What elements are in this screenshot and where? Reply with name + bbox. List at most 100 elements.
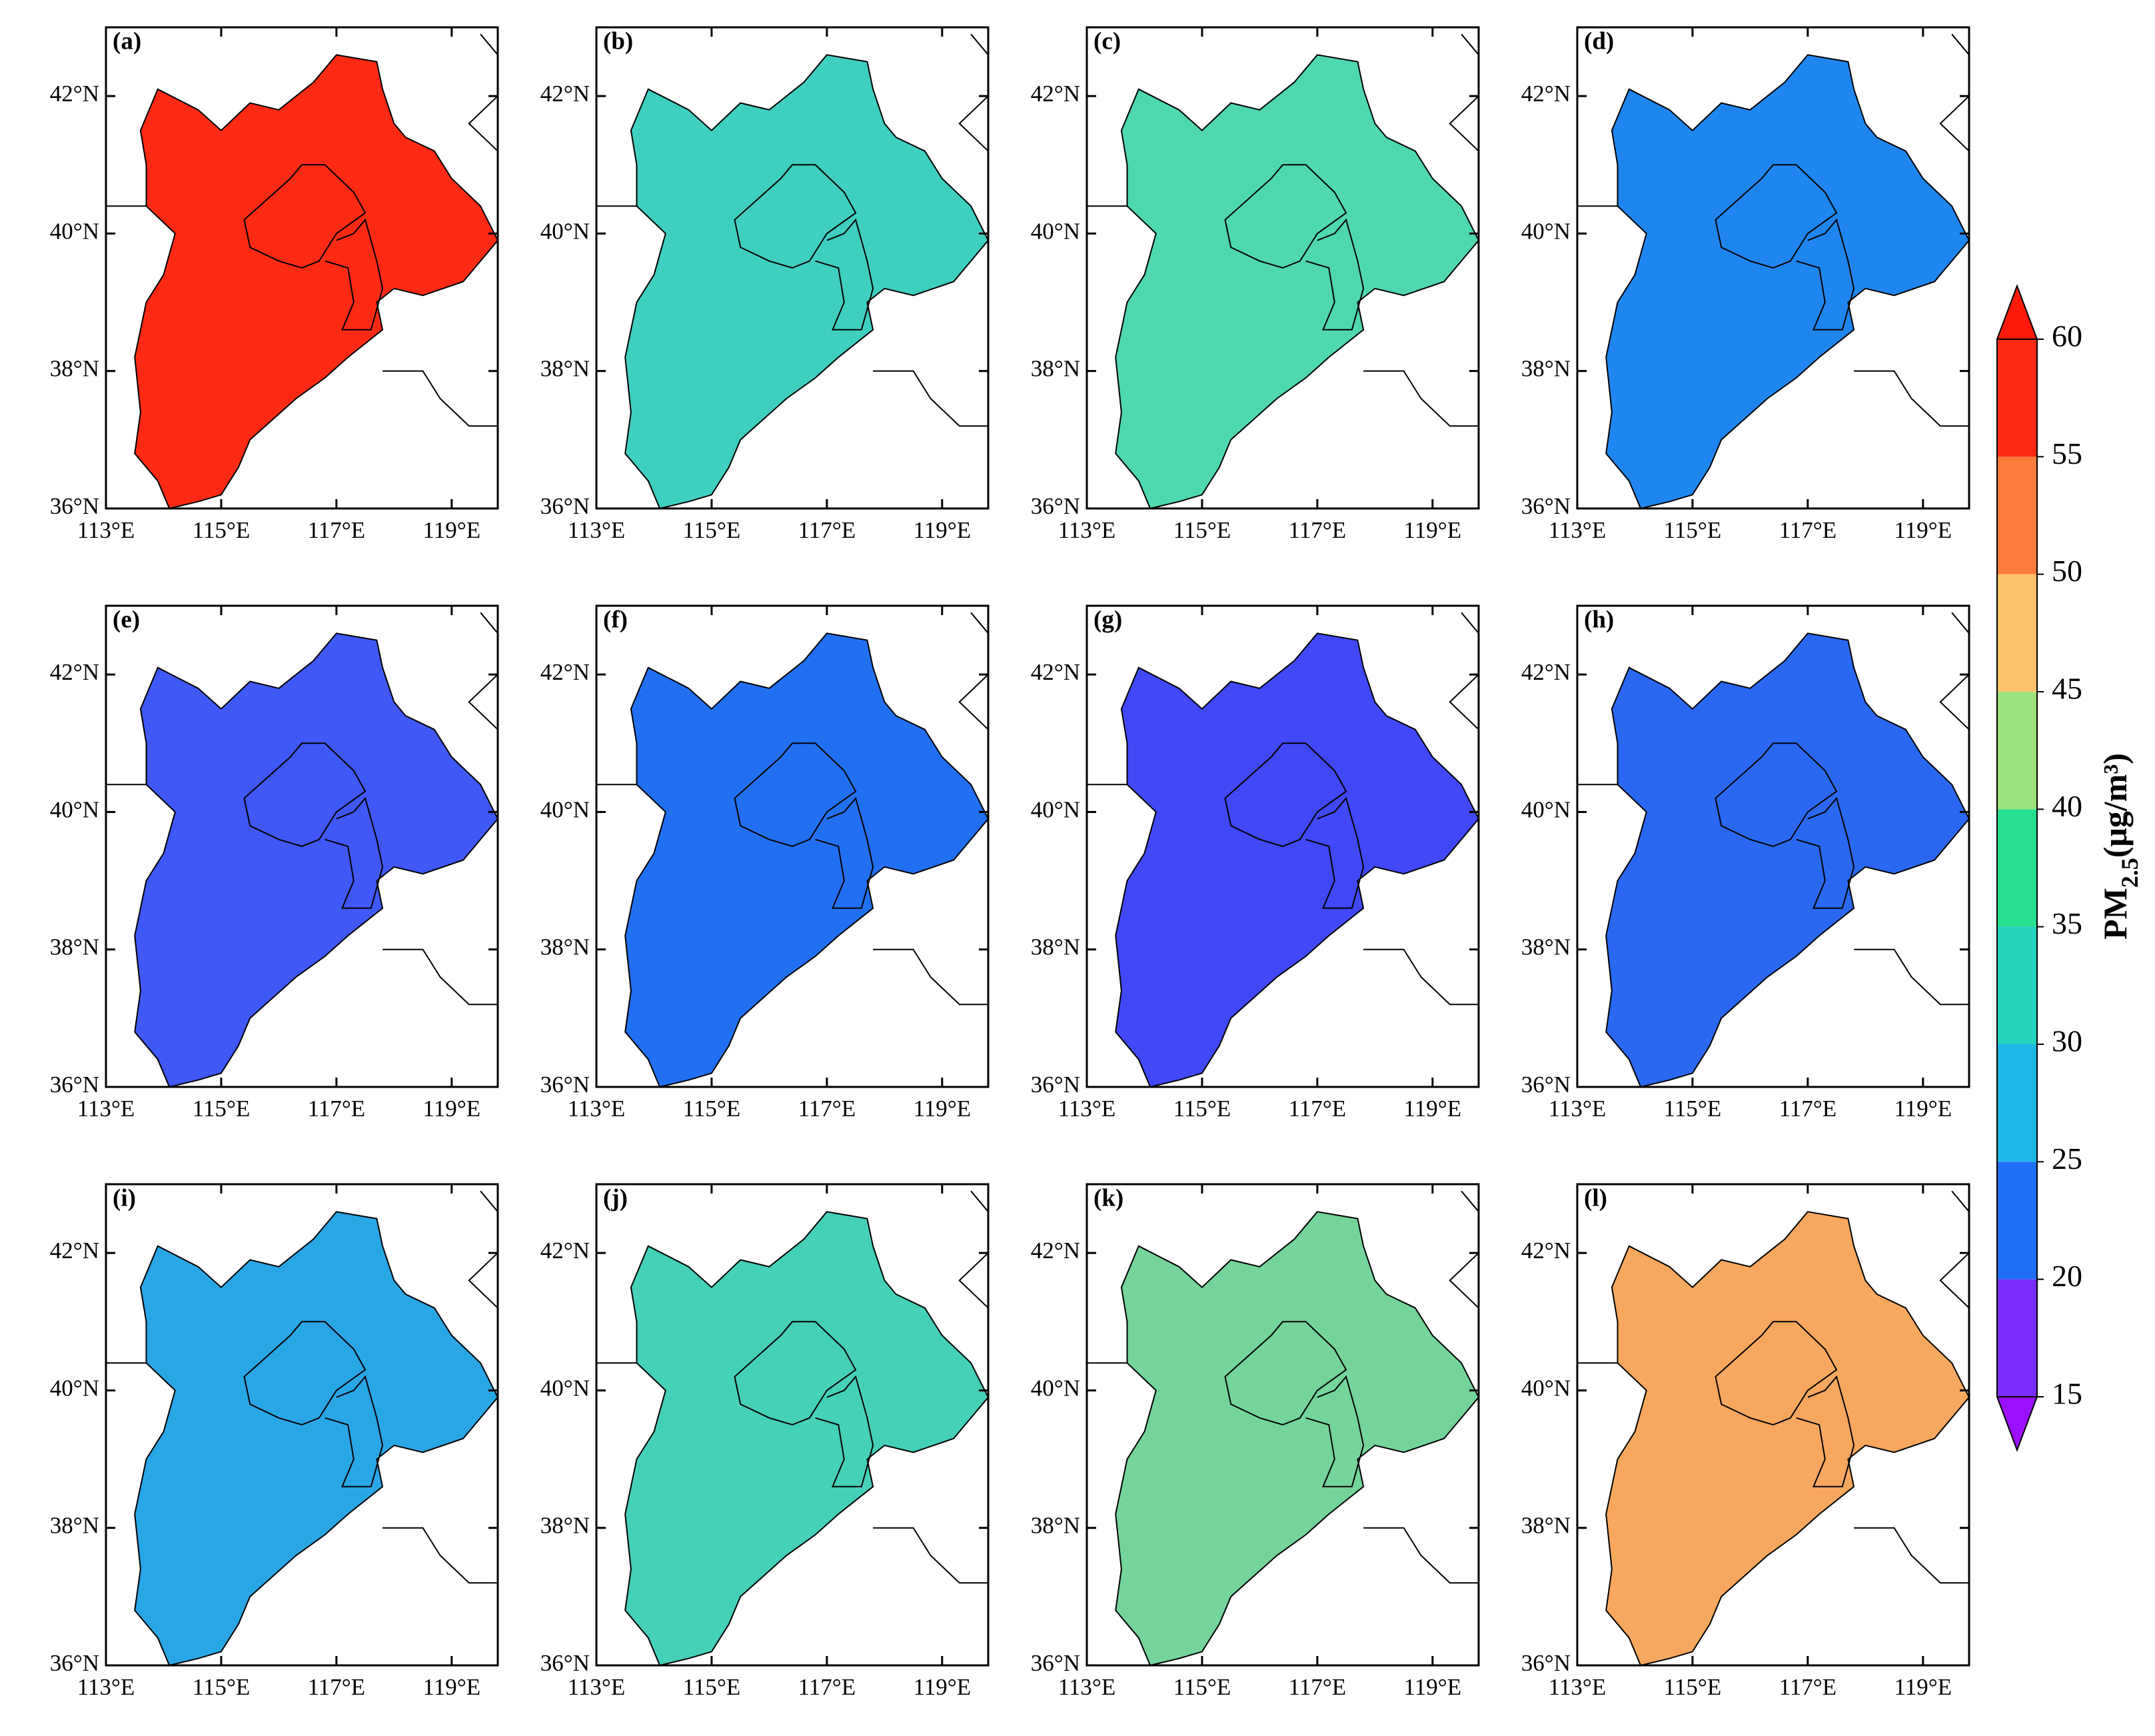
colorbar-segment xyxy=(1997,1279,2037,1397)
region-fill xyxy=(1605,632,1970,1088)
y-tick-label: 40°N xyxy=(1031,796,1080,822)
y-tick-label: 38°N xyxy=(1521,356,1571,382)
region-fill xyxy=(1115,54,1480,510)
x-tick-label: 113°E xyxy=(568,517,626,543)
y-tick-label: 40°N xyxy=(540,796,590,822)
map-panel: (f) 113°E 115°E 117°E 119°E 36°N 38°N 40°N 42°N xyxy=(540,604,990,1122)
map-panel: (b) 113°E 115°E 117°E 119°E 36°N 38°N 40°N 42°N xyxy=(540,26,990,543)
map-panel: (e) 113°E 115°E 117°E 119°E 36°N 38°N 40°N 42°N xyxy=(50,604,499,1122)
y-tick-label: 38°N xyxy=(50,1513,99,1539)
y-tick-label: 38°N xyxy=(1521,1513,1571,1539)
y-tick-label: 40°N xyxy=(1521,1375,1571,1401)
beijing-border xyxy=(243,742,366,848)
panel-frame xyxy=(1576,604,1970,1088)
x-tick-label: 117°E xyxy=(1779,517,1837,543)
y-tick-label: 42°N xyxy=(50,1238,99,1264)
beijing-border xyxy=(1224,742,1347,848)
x-tick-label: 117°E xyxy=(798,1096,856,1122)
x-tick-label: 115°E xyxy=(193,517,251,543)
map-panel: (i) 113°E 115°E 117°E 119°E 36°N 38°N 40°N 42°N xyxy=(50,1183,499,1700)
x-tick-label: 117°E xyxy=(798,517,856,543)
region-fill xyxy=(1605,54,1970,510)
beijing-border xyxy=(1224,1321,1347,1426)
y-tick-label: 38°N xyxy=(1031,1513,1080,1539)
coastline xyxy=(873,370,988,427)
colorbar-over xyxy=(1996,284,2038,340)
colorbar-tick-label: 15 xyxy=(2052,1377,2082,1411)
x-tick-label: 113°E xyxy=(77,1674,135,1700)
coastline xyxy=(468,33,498,152)
coastline xyxy=(1854,1527,1969,1584)
colorbar-segment xyxy=(1997,1162,2037,1280)
colorbar-label-main: PM xyxy=(2096,888,2134,940)
colorbar-frame xyxy=(1996,339,2038,1397)
tianjin-border xyxy=(1305,218,1365,331)
colorbar-segment xyxy=(1997,456,2037,574)
colorbar-label-unit: (μg/m³) xyxy=(2096,753,2134,858)
x-tick-label: 119°E xyxy=(1404,1096,1462,1122)
colorbar-segment xyxy=(1997,926,2037,1044)
x-tick-label: 113°E xyxy=(1549,1674,1607,1700)
panel-label: (l) xyxy=(1584,1184,1607,1212)
y-tick-label: 42°N xyxy=(540,81,590,107)
y-tick-label: 38°N xyxy=(1031,356,1080,382)
colorbar-under xyxy=(1996,1396,2038,1452)
x-tick-label: 117°E xyxy=(1779,1674,1837,1700)
region-fill xyxy=(624,54,990,510)
x-tick-label: 117°E xyxy=(798,1674,856,1700)
x-tick-label: 117°E xyxy=(1289,1096,1347,1122)
y-tick-label: 40°N xyxy=(540,218,590,244)
panel-frame xyxy=(105,604,499,1088)
panel-frame xyxy=(1085,604,1480,1088)
x-tick-label: 115°E xyxy=(1664,1674,1722,1700)
map-panel: (a) 113°E 115°E 117°E 119°E 36°N 38°N 40°N 42°N xyxy=(50,26,499,543)
y-tick-label: 36°N xyxy=(50,493,99,519)
region-fill xyxy=(624,1211,990,1667)
x-tick-label: 115°E xyxy=(1173,1674,1231,1700)
beijing-border xyxy=(734,742,857,848)
coastline xyxy=(958,612,989,730)
x-tick-label: 115°E xyxy=(193,1674,251,1700)
coastline xyxy=(1449,612,1479,730)
tianjin-border xyxy=(1796,1375,1855,1487)
tianjin-border xyxy=(325,796,384,909)
beijing-border xyxy=(1715,742,1838,848)
y-tick-label: 36°N xyxy=(1031,1072,1080,1098)
y-tick-label: 40°N xyxy=(1521,796,1571,822)
panel-frame xyxy=(1576,1183,1970,1667)
y-tick-label: 38°N xyxy=(540,934,590,960)
region-fill xyxy=(624,632,990,1088)
x-tick-label: 113°E xyxy=(1549,517,1607,543)
x-tick-label: 113°E xyxy=(568,1674,626,1700)
coastline xyxy=(1449,33,1479,152)
panel-label: (g) xyxy=(1093,606,1122,633)
y-tick-label: 42°N xyxy=(1031,1238,1080,1264)
y-tick-label: 42°N xyxy=(50,659,99,685)
x-tick-label: 119°E xyxy=(1894,517,1952,543)
panel-frame xyxy=(595,26,990,510)
y-tick-label: 38°N xyxy=(540,1513,590,1539)
x-tick-label: 117°E xyxy=(308,1096,366,1122)
region-fill xyxy=(134,1211,499,1667)
x-tick-label: 115°E xyxy=(683,1674,741,1700)
x-tick-label: 117°E xyxy=(1289,1674,1347,1700)
x-tick-label: 117°E xyxy=(308,1674,366,1700)
beijing-border xyxy=(1715,1321,1838,1426)
panel-label: (c) xyxy=(1093,27,1121,55)
panel-label: (f) xyxy=(603,606,628,633)
y-tick-label: 38°N xyxy=(50,934,99,960)
y-tick-label: 40°N xyxy=(1031,1375,1080,1401)
colorbar-tick-label: 40 xyxy=(2052,789,2082,823)
panel-frame xyxy=(1085,1183,1480,1667)
y-tick-label: 36°N xyxy=(540,1650,590,1676)
coastline xyxy=(1363,370,1479,427)
x-tick-label: 119°E xyxy=(1404,1674,1462,1700)
map-panel: (h) 113°E 115°E 117°E 119°E 36°N 38°N 40°N 42°N xyxy=(1521,604,1970,1122)
y-tick-label: 42°N xyxy=(1521,659,1571,685)
beijing-border xyxy=(243,164,366,269)
panel-frame xyxy=(105,26,499,510)
x-tick-label: 113°E xyxy=(1058,517,1116,543)
tianjin-border xyxy=(815,796,874,909)
x-tick-label: 119°E xyxy=(423,1096,481,1122)
